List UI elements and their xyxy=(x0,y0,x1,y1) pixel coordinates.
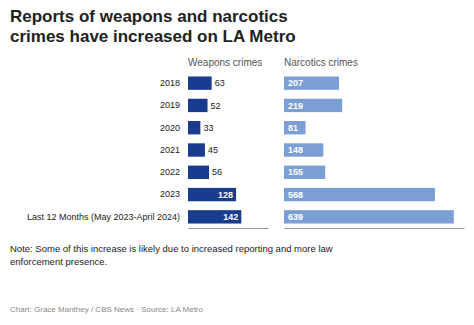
bars xyxy=(284,76,454,223)
y-tick: Last 12 Months (May 2023-April 2024) xyxy=(27,212,188,222)
bar xyxy=(284,99,342,112)
y-tick-label: 2022 xyxy=(160,167,180,177)
bar xyxy=(188,166,209,179)
data-label: 52 xyxy=(211,101,221,111)
y-axis: 2018 2019 2020 2021 2022 2023 Last 12 Months (… xyxy=(27,78,188,222)
x-axis xyxy=(189,228,269,229)
x-axis-line xyxy=(189,228,269,229)
bar xyxy=(188,143,205,156)
bar xyxy=(188,210,241,223)
y-tick: 2021 xyxy=(160,145,188,155)
data-label: 128 xyxy=(218,190,233,200)
y-tick: 2023 xyxy=(160,189,188,199)
y-tick-label: 2021 xyxy=(160,145,180,155)
y-tick-label: 2019 xyxy=(160,100,180,110)
bar xyxy=(284,166,325,179)
series-header: Narcotics crimes xyxy=(284,57,358,68)
data-label: 142 xyxy=(223,212,238,222)
data-label: 81 xyxy=(288,123,298,133)
bar xyxy=(188,121,200,134)
bar xyxy=(188,99,208,112)
title: Reports of weapons and narcoticscrimes h… xyxy=(10,7,296,46)
y-tick-label: 2020 xyxy=(160,123,180,133)
y-tick-label: 2023 xyxy=(160,189,180,199)
bar xyxy=(188,76,212,89)
y-tick: 2018 xyxy=(160,78,188,88)
data-labels: 63 52 33 45 56 128 142 xyxy=(203,78,238,222)
data-label: 155 xyxy=(288,167,303,177)
bar xyxy=(284,143,323,156)
chart: Reports of weapons and narcoticscrimes h… xyxy=(0,0,474,325)
data-label: 33 xyxy=(203,123,213,133)
y-tick-label: 2018 xyxy=(160,78,180,88)
bar xyxy=(284,121,306,134)
data-label: 207 xyxy=(288,78,303,88)
note: Note: Some of this increase is likely du… xyxy=(10,243,333,267)
x-axis-line xyxy=(285,228,465,229)
data-label: 148 xyxy=(288,145,303,155)
bar xyxy=(284,188,435,201)
x-axis xyxy=(285,228,465,229)
data-label: 219 xyxy=(288,101,303,111)
bar xyxy=(188,188,236,201)
y-tick: 2019 xyxy=(160,100,188,110)
y-tick: 2022 xyxy=(160,167,188,177)
data-label: 45 xyxy=(208,145,218,155)
data-label: 63 xyxy=(215,78,225,88)
series-header: Weapons crimes xyxy=(188,57,262,68)
y-tick: 2020 xyxy=(160,123,188,133)
y-tick-label: Last 12 Months (May 2023-April 2024) xyxy=(27,212,180,222)
bars xyxy=(188,76,241,223)
credit: Chart: Grace Manthey / CBS News · Source… xyxy=(10,305,204,314)
data-label: 568 xyxy=(288,190,303,200)
data-labels: 207 219 81 148 155 568 639 xyxy=(288,78,303,222)
bar xyxy=(284,210,454,223)
data-label: 639 xyxy=(288,212,303,222)
bar xyxy=(284,76,339,89)
data-label: 56 xyxy=(212,167,222,177)
